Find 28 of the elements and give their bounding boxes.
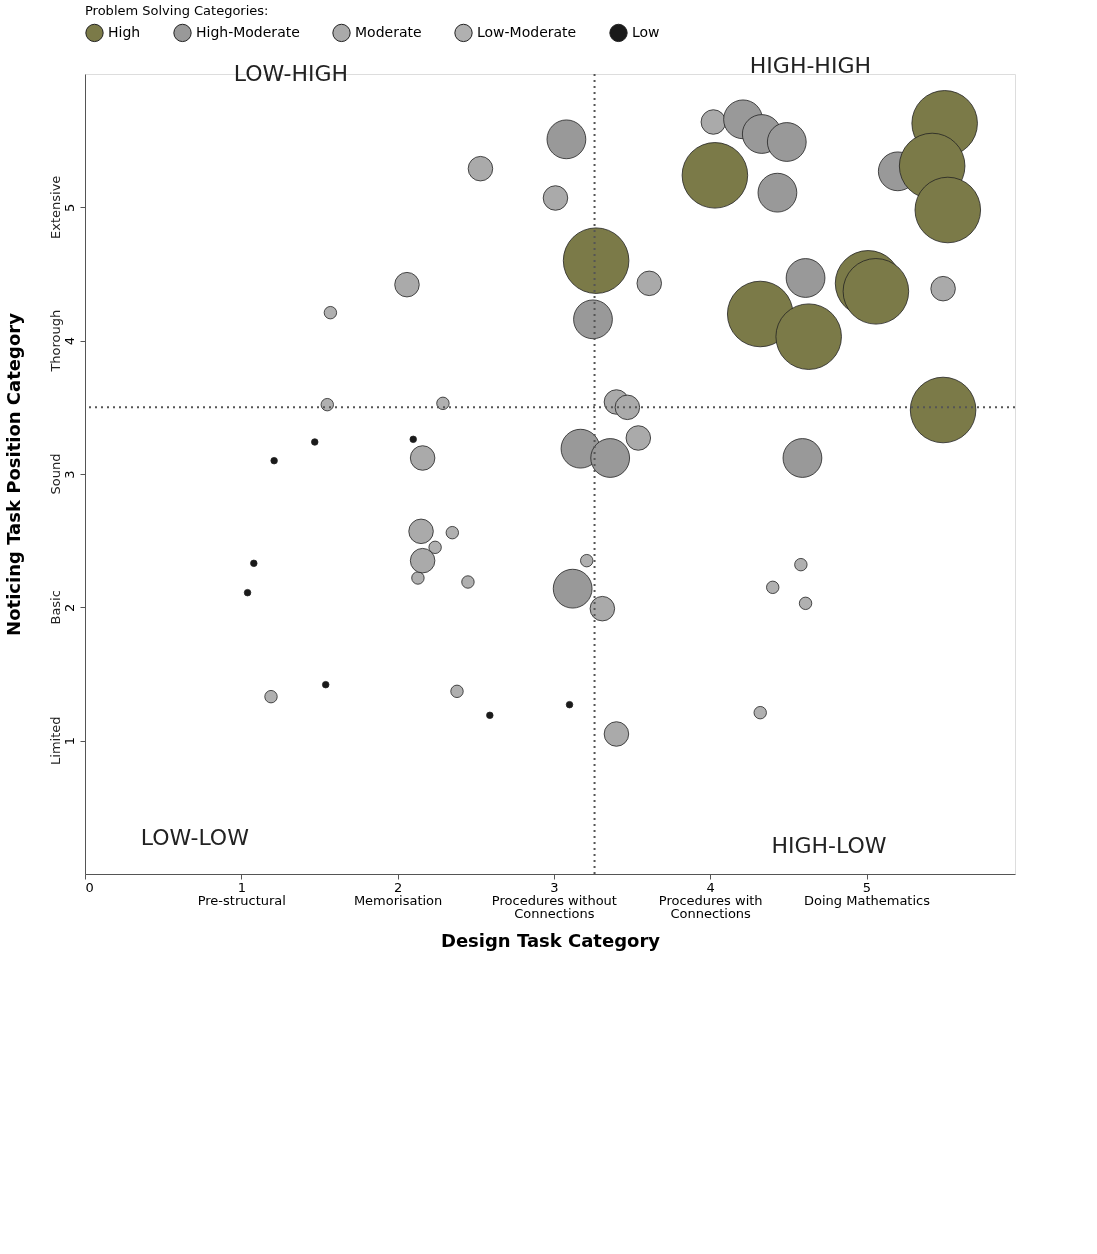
x-tick-label: 1 Pre-structural — [197, 879, 286, 908]
y-axis-title: Noticing Task Position Category — [2, 312, 24, 636]
text: Thorough — [48, 309, 63, 373]
legend-label: Moderate — [355, 23, 422, 40]
x-tick-label: 4 Procedures with Connections — [658, 879, 763, 921]
annotation: HIGH-LOW — [771, 833, 887, 858]
y-tick-label: 3 — [61, 470, 77, 479]
legend-label: Low — [632, 23, 660, 40]
x-axis-title: Design Task Category — [440, 929, 661, 951]
legend-label: Low-Moderate — [477, 23, 577, 40]
annotation: HIGH-HIGH — [749, 53, 871, 78]
text: Basic — [48, 590, 63, 625]
legend-title: Problem Solving Categories: — [85, 3, 269, 18]
text: Extensive — [48, 175, 63, 239]
x-tick-label: 2 Memorisation — [353, 879, 443, 908]
text: Limited — [48, 716, 63, 765]
x-tick-label: 5 Doing Mathematics — [804, 879, 931, 908]
legend-label: High — [108, 23, 141, 40]
x-tick-label: 3 Procedures without Connections — [491, 879, 617, 921]
y-tick-label: 2 — [61, 603, 77, 612]
y-tick-label: 1 — [61, 737, 77, 746]
annotation: LOW-LOW — [140, 825, 250, 850]
x-tick-label: 0 — [85, 879, 94, 895]
y-tick-label: 4 — [61, 337, 77, 346]
y-tick-label: 5 — [61, 203, 77, 212]
legend-label: High-Moderate — [196, 23, 300, 40]
annotation: LOW-HIGH — [233, 61, 349, 86]
text: Sound — [48, 453, 63, 495]
